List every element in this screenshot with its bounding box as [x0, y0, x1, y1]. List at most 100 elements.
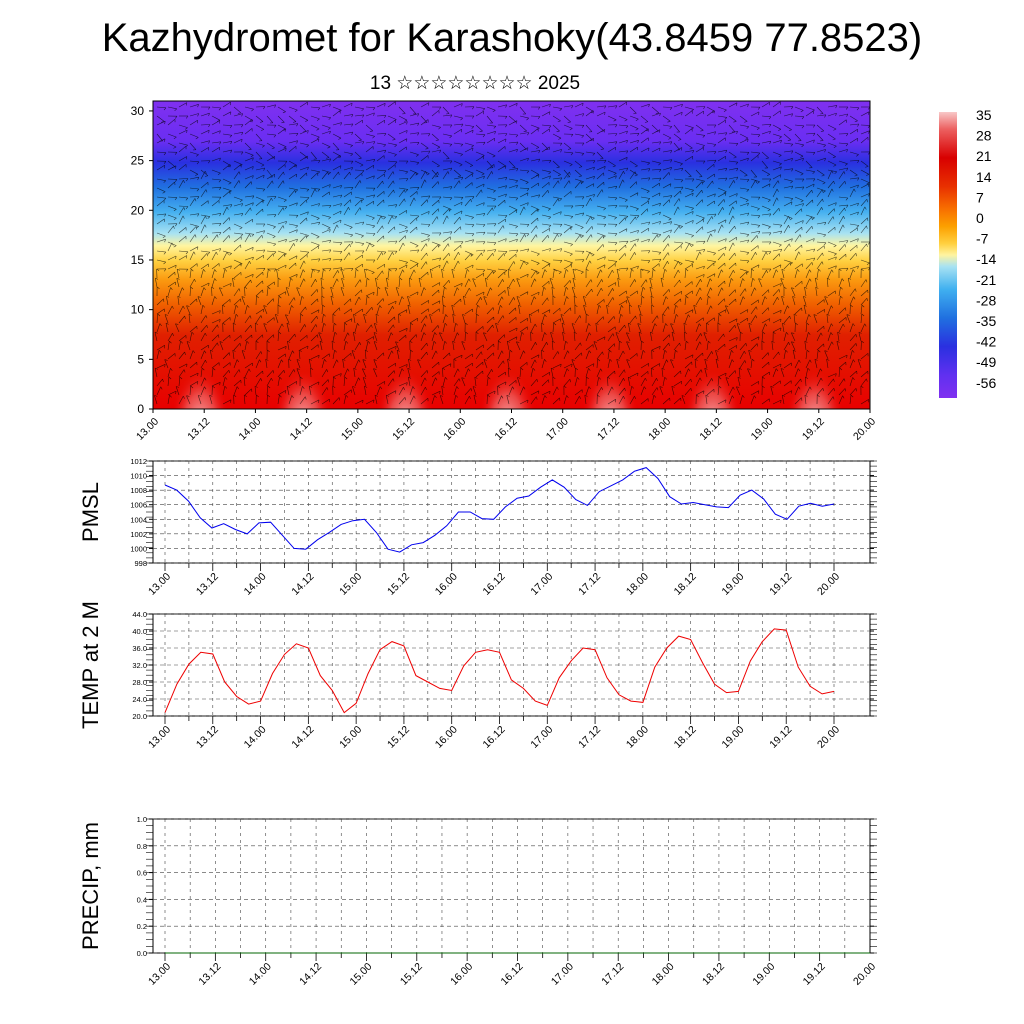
wind-barb-flag: [305, 306, 307, 310]
wind-barb: [519, 187, 530, 189]
wind-barb-flag: [582, 113, 584, 117]
wind-barb-flag: [557, 180, 560, 184]
wind-barb: [211, 157, 221, 162]
wind-barb: [398, 382, 408, 387]
wind-barb-flag: [373, 399, 375, 403]
x-tick-label: 19.12: [767, 571, 794, 598]
wind-barb: [739, 178, 750, 180]
wind-barb: [178, 145, 187, 153]
wind-barb-flag: [435, 350, 438, 354]
wind-barb: [464, 353, 473, 360]
wind-barb: [695, 249, 705, 252]
wind-barb-flag: [168, 376, 172, 380]
y-tick-label: 10: [131, 303, 145, 317]
wind-barb: [805, 106, 815, 111]
wind-barb-flag: [711, 216, 714, 220]
warm-cell: [784, 339, 845, 409]
wind-barb-flag: [410, 322, 413, 326]
wind-barb-flag: [569, 128, 573, 131]
wind-barb: [838, 253, 846, 261]
wind-barb-flag: [659, 386, 663, 388]
wind-barb-flag: [446, 260, 449, 264]
wind-barb-flag: [392, 378, 395, 382]
wind-barb-flag: [327, 127, 331, 130]
wind-barb-flag: [520, 367, 524, 371]
wind-barb-flag: [768, 307, 770, 311]
wind-barb-flag: [450, 160, 453, 164]
wind-barb: [750, 278, 753, 288]
wind-barb: [541, 228, 550, 234]
wind-barb-flag: [806, 322, 810, 326]
wind-barb-flag: [634, 165, 638, 168]
wind-barb: [783, 168, 793, 171]
wind-barb: [387, 226, 395, 234]
wind-barb-flag: [472, 264, 474, 269]
wind-barb-flag: [747, 368, 751, 370]
wind-barb-flag: [788, 216, 791, 220]
wind-barb: [662, 289, 670, 297]
wind-barb-flag: [718, 313, 722, 317]
wind-barb-flag: [807, 367, 811, 371]
wind-barb: [772, 180, 779, 189]
wind-barb: [562, 332, 565, 342]
wind-barb-flag: [527, 248, 530, 252]
wind-barb: [803, 296, 807, 306]
wind-barb-flag: [855, 388, 857, 392]
x-tick-label: 15.00: [339, 416, 366, 443]
wind-barb: [365, 106, 376, 108]
wind-barb-flag: [491, 369, 494, 373]
wind-barb: [596, 142, 604, 150]
wind-barb: [376, 133, 387, 135]
wind-barb: [244, 202, 254, 207]
wind-barb-flag: [700, 333, 703, 337]
wind-barb-flag: [813, 133, 816, 136]
wind-barb-flag: [250, 181, 252, 185]
wind-barb-flag: [647, 271, 650, 274]
wind-barb-flag: [219, 187, 222, 190]
wind-barb-flag: [250, 155, 254, 158]
wind-barb-flag: [831, 323, 834, 327]
wind-barb: [387, 151, 397, 155]
wind-barb: [717, 168, 727, 171]
wind-barb: [728, 130, 738, 135]
wind-barb-flag: [788, 225, 790, 229]
wind-barb-flag: [538, 292, 540, 296]
wind-barb: [409, 151, 419, 155]
wind-barb-flag: [425, 243, 428, 247]
wind-barb-flag: [765, 323, 768, 327]
wind-barb-flag: [320, 277, 324, 280]
wind-barb: [354, 296, 360, 306]
wind-barb-flag: [791, 106, 794, 110]
wind-barb-flag: [692, 354, 694, 358]
wind-barb: [541, 395, 546, 405]
wind-barb-flag: [487, 394, 490, 398]
wind-barb-flag: [173, 217, 177, 221]
wind-barb: [519, 157, 529, 162]
wind-barb-flag: [769, 183, 771, 187]
wind-barb: [860, 136, 869, 144]
wind-barb-flag: [263, 323, 267, 325]
wind-barb: [860, 193, 870, 198]
wind-barb-flag: [745, 199, 749, 203]
wind-barb: [761, 160, 769, 169]
wind-barb: [794, 359, 800, 369]
wind-barb-flag: [217, 324, 219, 328]
wind-barb-flag: [252, 166, 254, 170]
wind-barb: [233, 379, 241, 387]
wind-barb-flag: [296, 255, 298, 259]
wind-barb: [519, 350, 524, 360]
wind-barb-flag: [208, 140, 210, 144]
wind-barb-flag: [316, 218, 320, 221]
wind-barb-flag: [834, 208, 836, 212]
wind-barb-flag: [340, 267, 343, 271]
x-tick-label: 17.00: [549, 961, 576, 988]
wind-barb: [695, 323, 700, 333]
wind-barb: [662, 159, 672, 162]
wind-barb-flag: [175, 265, 177, 269]
wind-barb: [364, 349, 367, 360]
wind-barb: [794, 124, 805, 127]
wind-barb-flag: [593, 167, 595, 170]
wind-barb-flag: [670, 150, 673, 154]
wind-barb: [255, 308, 264, 315]
